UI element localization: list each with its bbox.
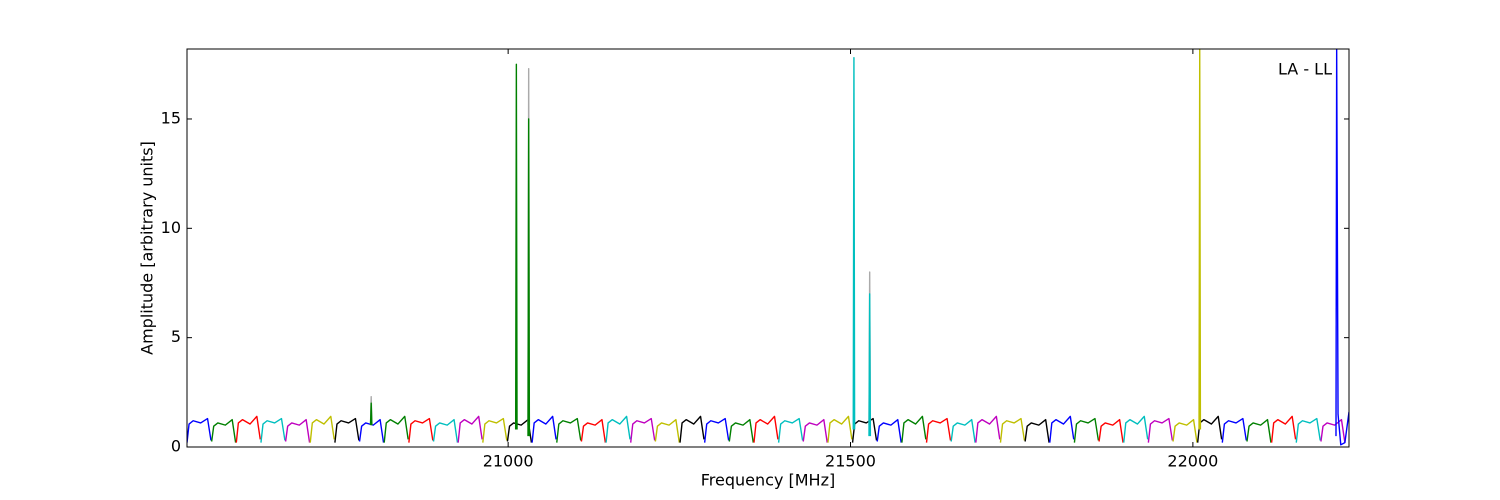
series-line xyxy=(1196,415,1223,443)
y-tick-label: 15 xyxy=(161,108,181,127)
y-axis-label: Amplitude [arbitrary units] xyxy=(138,141,157,355)
series-line xyxy=(1335,49,1349,446)
series-line xyxy=(605,415,631,443)
series-line xyxy=(334,417,360,443)
y-tick-label: 5 xyxy=(171,327,181,346)
series-line xyxy=(1147,417,1174,443)
series-line xyxy=(703,417,730,443)
series-line xyxy=(514,63,518,430)
series-line xyxy=(408,417,434,443)
series-line xyxy=(802,418,828,443)
series-line xyxy=(1049,415,1075,443)
series-line xyxy=(925,417,952,443)
series-line xyxy=(187,417,212,443)
series-line xyxy=(753,415,779,443)
series-line xyxy=(852,57,856,430)
series-line xyxy=(1198,49,1202,430)
series-line xyxy=(901,415,927,443)
plot-area xyxy=(187,49,1349,446)
series-line xyxy=(679,415,705,443)
series-line xyxy=(369,402,373,426)
series-line xyxy=(284,418,311,443)
x-tick-label: 21000 xyxy=(483,452,534,471)
series-line xyxy=(1123,415,1149,443)
series-line xyxy=(654,418,681,443)
series-line xyxy=(358,418,385,443)
series-line xyxy=(309,415,335,443)
series-line xyxy=(1320,418,1346,443)
series-line xyxy=(1073,417,1100,443)
series-line xyxy=(630,417,656,443)
series-line xyxy=(851,417,878,443)
series-line xyxy=(876,418,902,443)
series-line xyxy=(260,417,286,443)
series-line xyxy=(383,415,409,443)
series-line xyxy=(1246,418,1272,443)
series-line xyxy=(527,118,531,437)
series-line xyxy=(210,418,237,443)
series-line xyxy=(728,418,754,443)
series-line xyxy=(1270,415,1297,443)
series-line xyxy=(950,418,976,443)
series-line xyxy=(457,415,483,443)
x-axis-label: Frequency [MHz] xyxy=(701,471,835,490)
series-line xyxy=(975,415,1001,443)
series-line xyxy=(580,418,607,443)
series-line xyxy=(1024,418,1050,443)
series-line xyxy=(868,293,872,437)
series-line xyxy=(482,417,508,443)
series-line xyxy=(531,415,557,443)
annotation: LA - LL xyxy=(1278,60,1332,79)
x-tick-label: 21500 xyxy=(825,452,876,471)
series-line xyxy=(1295,417,1321,443)
series-line xyxy=(1172,418,1198,443)
series-line xyxy=(777,417,804,443)
y-tick-label: 10 xyxy=(161,218,181,237)
series-line xyxy=(1221,417,1247,443)
series-line xyxy=(235,415,261,443)
series-line xyxy=(827,415,853,443)
axes-frame xyxy=(186,48,1350,448)
x-tick-label: 22000 xyxy=(1167,452,1218,471)
series-line xyxy=(999,417,1026,443)
series-line xyxy=(1098,418,1124,443)
series-line xyxy=(432,418,459,443)
series-line xyxy=(556,417,582,443)
y-tick-label: 0 xyxy=(171,437,181,456)
